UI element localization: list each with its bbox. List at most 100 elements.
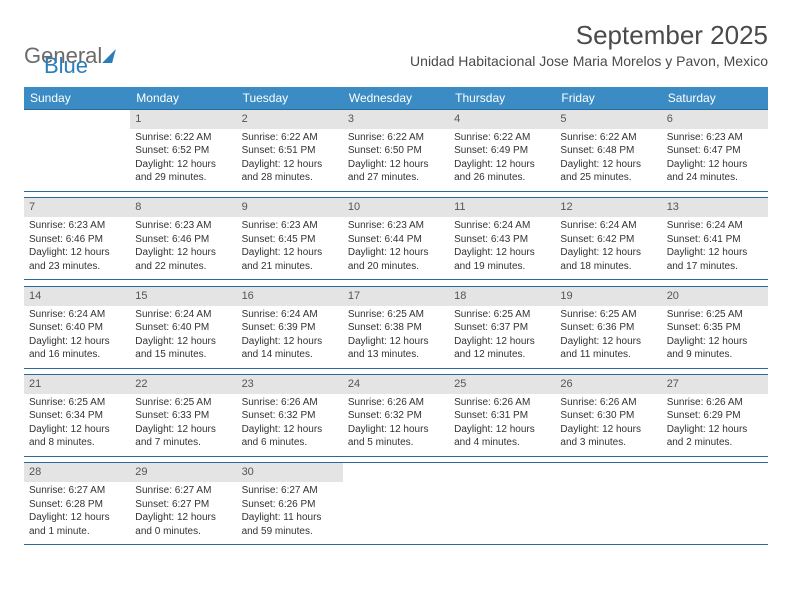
day-info-line: Sunset: 6:30 PM [560,409,656,423]
day-number: 1 [130,109,236,129]
day-info-line: Sunset: 6:33 PM [135,409,231,423]
day-info-line: Sunset: 6:31 PM [454,409,550,423]
day-info-line: Daylight: 12 hours and 18 minutes. [560,246,656,273]
day-info-line: Daylight: 12 hours and 12 minutes. [454,335,550,362]
day-info-line: Sunrise: 6:22 AM [242,131,338,145]
day-info-line: Sunset: 6:34 PM [29,409,125,423]
day-number: 30 [237,462,343,482]
day-cell: 8Sunrise: 6:23 AMSunset: 6:46 PMDaylight… [130,197,236,279]
month-title: September 2025 [410,20,768,51]
day-content: Sunrise: 6:24 AMSunset: 6:40 PMDaylight:… [24,306,130,368]
day-info-line: Daylight: 12 hours and 5 minutes. [348,423,444,450]
day-info-line: Sunset: 6:35 PM [667,321,763,335]
day-info-line: Daylight: 12 hours and 23 minutes. [29,246,125,273]
day-content: Sunrise: 6:27 AMSunset: 6:27 PMDaylight:… [130,482,236,544]
day-cell: 2Sunrise: 6:22 AMSunset: 6:51 PMDaylight… [237,109,343,191]
day-info-line: Daylight: 12 hours and 2 minutes. [667,423,763,450]
day-info-line: Sunset: 6:38 PM [348,321,444,335]
day-number: 23 [237,374,343,394]
day-info-line: Daylight: 12 hours and 29 minutes. [135,158,231,185]
day-info-line: Sunset: 6:52 PM [135,144,231,158]
day-cell [343,462,449,544]
day-info-line: Sunrise: 6:25 AM [560,308,656,322]
day-number [555,462,661,482]
day-info-line: Sunrise: 6:22 AM [560,131,656,145]
day-cell [555,462,661,544]
day-header-monday: Monday [130,87,236,109]
day-info-line: Daylight: 12 hours and 25 minutes. [560,158,656,185]
day-info-line: Sunset: 6:32 PM [348,409,444,423]
location-text: Unidad Habitacional Jose Maria Morelos y… [410,53,768,69]
day-number: 13 [662,197,768,217]
day-cell: 27Sunrise: 6:26 AMSunset: 6:29 PMDayligh… [662,374,768,456]
day-info-line: Sunrise: 6:26 AM [242,396,338,410]
day-number: 6 [662,109,768,129]
day-info-line: Sunset: 6:43 PM [454,233,550,247]
day-info-line: Sunset: 6:46 PM [29,233,125,247]
day-cell [662,462,768,544]
day-info-line: Sunrise: 6:26 AM [667,396,763,410]
day-info-line: Sunset: 6:51 PM [242,144,338,158]
day-info-line: Daylight: 12 hours and 14 minutes. [242,335,338,362]
day-info-line: Sunset: 6:45 PM [242,233,338,247]
day-info-line: Daylight: 12 hours and 7 minutes. [135,423,231,450]
day-info-line: Daylight: 12 hours and 3 minutes. [560,423,656,450]
day-cell: 29Sunrise: 6:27 AMSunset: 6:27 PMDayligh… [130,462,236,544]
day-info-line: Sunset: 6:32 PM [242,409,338,423]
day-info-line: Sunrise: 6:23 AM [348,219,444,233]
day-info-line: Sunset: 6:50 PM [348,144,444,158]
day-number [449,462,555,482]
day-content: Sunrise: 6:22 AMSunset: 6:51 PMDaylight:… [237,129,343,191]
day-cell: 20Sunrise: 6:25 AMSunset: 6:35 PMDayligh… [662,286,768,368]
day-content: Sunrise: 6:23 AMSunset: 6:46 PMDaylight:… [24,217,130,279]
day-info-line: Sunrise: 6:24 AM [454,219,550,233]
day-info-line: Sunrise: 6:22 AM [454,131,550,145]
day-number [662,462,768,482]
day-content: Sunrise: 6:23 AMSunset: 6:44 PMDaylight:… [343,217,449,279]
day-cell: 14Sunrise: 6:24 AMSunset: 6:40 PMDayligh… [24,286,130,368]
day-cell: 12Sunrise: 6:24 AMSunset: 6:42 PMDayligh… [555,197,661,279]
day-number: 21 [24,374,130,394]
day-info-line: Sunset: 6:41 PM [667,233,763,247]
day-info-line: Sunrise: 6:22 AM [135,131,231,145]
day-info-line: Sunset: 6:40 PM [135,321,231,335]
day-cell: 3Sunrise: 6:22 AMSunset: 6:50 PMDaylight… [343,109,449,191]
day-header-sunday: Sunday [24,87,130,109]
day-info-line: Sunrise: 6:23 AM [667,131,763,145]
week-row: 1Sunrise: 6:22 AMSunset: 6:52 PMDaylight… [24,109,768,191]
day-info-line: Daylight: 12 hours and 16 minutes. [29,335,125,362]
day-content [343,482,449,544]
week-row: 14Sunrise: 6:24 AMSunset: 6:40 PMDayligh… [24,286,768,368]
day-number [24,109,130,129]
day-content: Sunrise: 6:23 AMSunset: 6:45 PMDaylight:… [237,217,343,279]
logo-triangle-icon [102,49,116,63]
day-info-line: Daylight: 12 hours and 15 minutes. [135,335,231,362]
day-info-line: Sunset: 6:49 PM [454,144,550,158]
day-info-line: Daylight: 12 hours and 22 minutes. [135,246,231,273]
day-content: Sunrise: 6:26 AMSunset: 6:31 PMDaylight:… [449,394,555,456]
day-number: 17 [343,286,449,306]
week-row: 28Sunrise: 6:27 AMSunset: 6:28 PMDayligh… [24,462,768,544]
day-cell: 5Sunrise: 6:22 AMSunset: 6:48 PMDaylight… [555,109,661,191]
day-cell: 16Sunrise: 6:24 AMSunset: 6:39 PMDayligh… [237,286,343,368]
day-info-line: Sunrise: 6:26 AM [454,396,550,410]
day-cell: 13Sunrise: 6:24 AMSunset: 6:41 PMDayligh… [662,197,768,279]
day-cell: 17Sunrise: 6:25 AMSunset: 6:38 PMDayligh… [343,286,449,368]
day-info-line: Sunset: 6:27 PM [135,498,231,512]
day-info-line: Daylight: 12 hours and 26 minutes. [454,158,550,185]
day-content: Sunrise: 6:27 AMSunset: 6:28 PMDaylight:… [24,482,130,544]
day-info-line: Sunset: 6:28 PM [29,498,125,512]
day-info-line: Sunrise: 6:24 AM [29,308,125,322]
day-content [24,129,130,191]
day-cell: 18Sunrise: 6:25 AMSunset: 6:37 PMDayligh… [449,286,555,368]
day-info-line: Sunrise: 6:23 AM [135,219,231,233]
day-content: Sunrise: 6:25 AMSunset: 6:36 PMDaylight:… [555,306,661,368]
day-number: 7 [24,197,130,217]
day-info-line: Sunset: 6:46 PM [135,233,231,247]
day-content [449,482,555,544]
day-cell: 28Sunrise: 6:27 AMSunset: 6:28 PMDayligh… [24,462,130,544]
day-info-line: Sunset: 6:39 PM [242,321,338,335]
day-cell: 11Sunrise: 6:24 AMSunset: 6:43 PMDayligh… [449,197,555,279]
day-cell: 7Sunrise: 6:23 AMSunset: 6:46 PMDaylight… [24,197,130,279]
logo-text-blue: Blue [44,53,88,78]
